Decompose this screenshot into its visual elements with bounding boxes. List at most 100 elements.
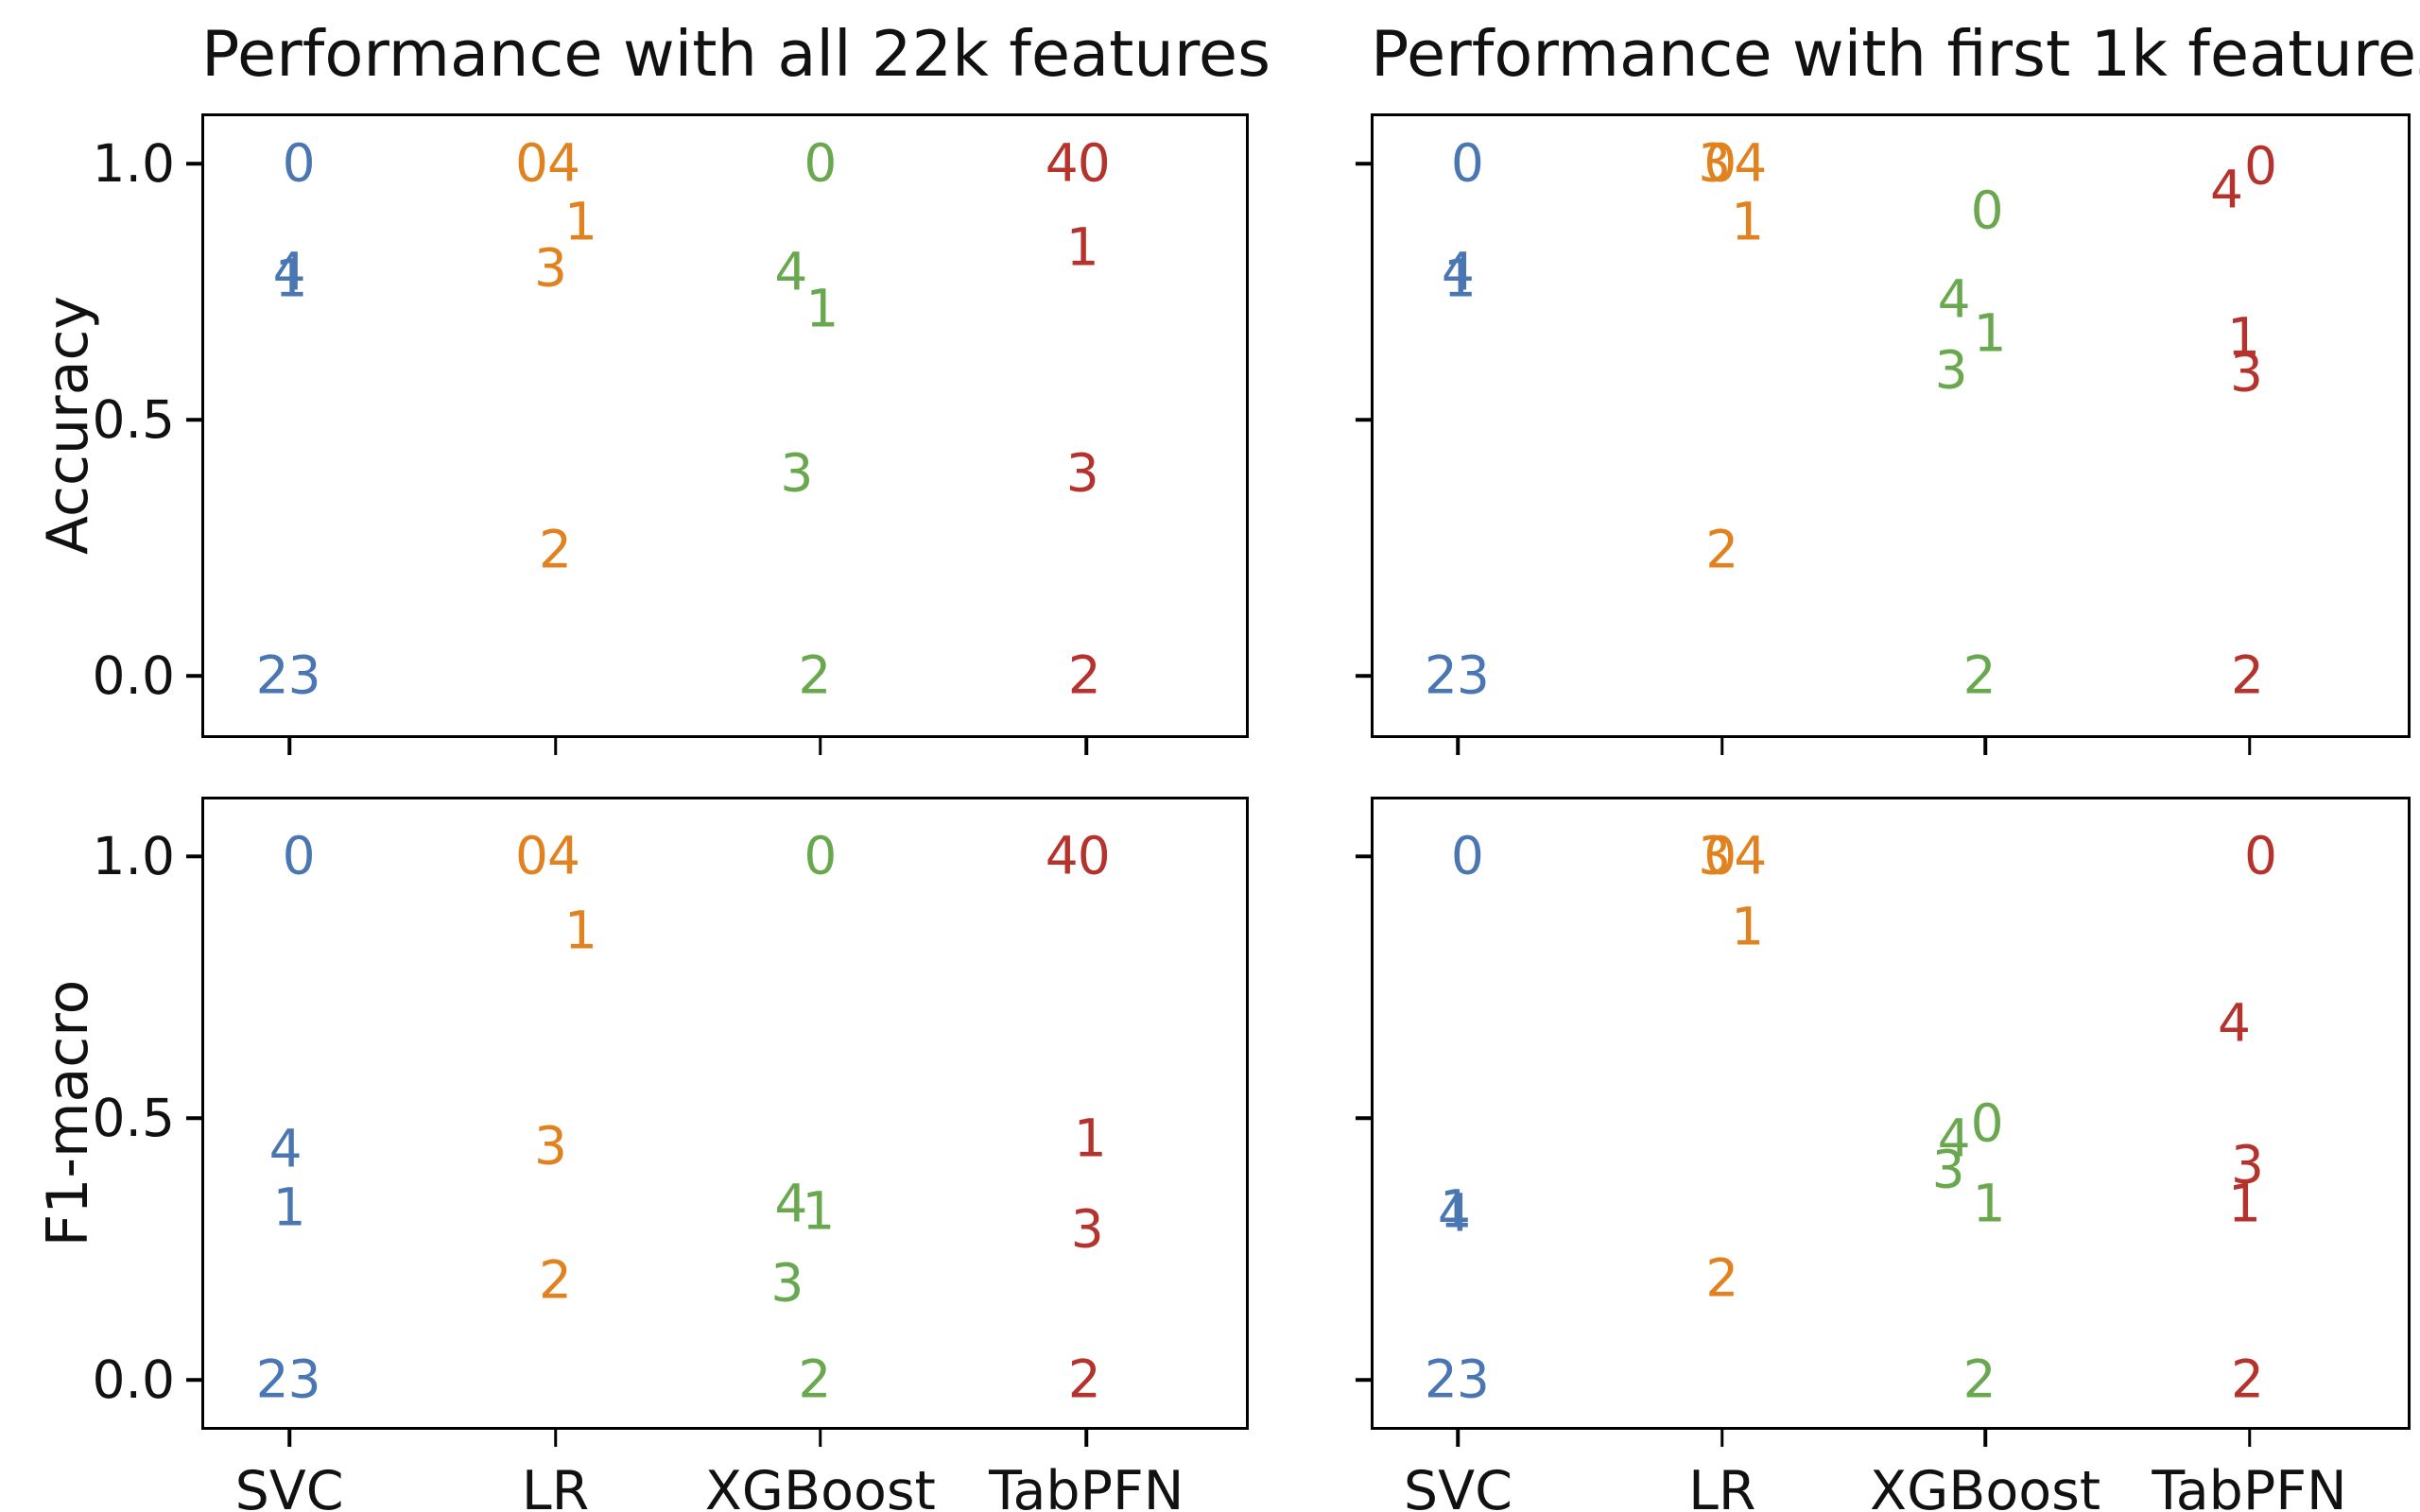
data-point-svc-dataset-4: 4 xyxy=(272,241,306,302)
x-tick-mark xyxy=(1456,1430,1461,1447)
data-point-lr-dataset-0: 0 xyxy=(1703,132,1737,194)
data-point-tabpfn-dataset-2: 2 xyxy=(1067,1349,1101,1410)
x-tick-mark xyxy=(2247,738,2252,755)
data-point-tabpfn-dataset-0: 0 xyxy=(1077,825,1111,886)
data-point-xgboost-dataset-0: 0 xyxy=(1970,1092,2004,1154)
data-point-lr-dataset-0: 0 xyxy=(1703,825,1737,886)
data-point-lr-dataset-2: 2 xyxy=(539,519,572,580)
data-point-xgboost-dataset-3: 3 xyxy=(1931,1139,1965,1200)
x-tick-label-tabpfn: TabPFN xyxy=(2152,1460,2347,1512)
y-tick-mark xyxy=(1356,854,1372,858)
y-tick-mark xyxy=(186,162,202,165)
data-point-svc-dataset-1: 1 xyxy=(274,248,308,309)
data-point-xgboost-dataset-4: 4 xyxy=(1937,1108,1971,1169)
x-tick-mark xyxy=(553,738,558,755)
y-tick-mark xyxy=(186,674,202,678)
y-tick-label: 0.0 xyxy=(92,645,175,706)
data-point-lr-dataset-3: 3 xyxy=(1698,132,1732,194)
data-point-svc-dataset-2: 2 xyxy=(1424,1349,1458,1410)
data-point-tabpfn-dataset-0: 0 xyxy=(2244,825,2277,886)
data-point-tabpfn-dataset-1: 1 xyxy=(2228,1173,2261,1234)
title-right: Performance with first 1k features xyxy=(1371,17,2420,91)
data-point-lr-dataset-3: 3 xyxy=(1698,825,1732,886)
subplot-f1-1k xyxy=(1371,797,2411,1430)
y-tick-mark xyxy=(1356,1378,1372,1382)
x-tick-mark xyxy=(287,738,291,755)
data-point-tabpfn-dataset-4: 4 xyxy=(1045,825,1079,886)
data-point-xgboost-dataset-4: 4 xyxy=(774,241,808,302)
data-point-svc-dataset-4: 4 xyxy=(1437,1182,1471,1244)
x-tick-label-xgboost: XGBoost xyxy=(1870,1460,2101,1512)
data-point-xgboost-dataset-4: 4 xyxy=(1937,268,1971,330)
x-tick-mark xyxy=(1720,738,1724,755)
y-tick-label: 1.0 xyxy=(92,133,175,194)
y-tick-mark xyxy=(186,1378,202,1382)
data-point-xgboost-dataset-3: 3 xyxy=(780,442,814,504)
data-point-lr-dataset-2: 2 xyxy=(1705,1247,1739,1309)
data-point-svc-dataset-3: 3 xyxy=(1456,644,1490,706)
data-point-lr-dataset-2: 2 xyxy=(539,1249,572,1311)
data-point-tabpfn-dataset-4: 4 xyxy=(2210,159,2243,220)
subplot-accuracy-1k xyxy=(1371,113,2411,738)
data-point-lr-dataset-3: 3 xyxy=(534,237,567,299)
data-point-lr-dataset-1: 1 xyxy=(1731,896,1765,957)
data-point-tabpfn-dataset-2: 2 xyxy=(2231,644,2264,706)
x-tick-label-lr: LR xyxy=(521,1460,590,1512)
data-point-svc-dataset-0: 0 xyxy=(282,132,316,194)
data-point-tabpfn-dataset-4: 4 xyxy=(2218,992,2251,1054)
data-point-tabpfn-dataset-1: 1 xyxy=(1065,216,1099,278)
data-point-tabpfn-dataset-2: 2 xyxy=(2231,1349,2264,1410)
data-point-svc-dataset-2: 2 xyxy=(255,644,289,706)
y-tick-label: 0.0 xyxy=(92,1349,175,1410)
x-tick-mark xyxy=(1983,1430,1987,1447)
x-tick-label-svc: SVC xyxy=(234,1460,344,1512)
y-tick-label: 1.0 xyxy=(92,826,175,886)
y-tick-mark xyxy=(1356,1116,1372,1120)
data-point-xgboost-dataset-3: 3 xyxy=(770,1252,804,1313)
data-point-xgboost-dataset-4: 4 xyxy=(774,1173,808,1234)
x-tick-mark xyxy=(287,1430,291,1447)
x-tick-label-xgboost: XGBoost xyxy=(704,1460,936,1512)
subplot-accuracy-22k xyxy=(201,113,1249,738)
y-tick-mark xyxy=(186,1116,202,1120)
x-tick-mark xyxy=(1720,1430,1724,1447)
data-point-lr-dataset-4: 4 xyxy=(547,825,580,886)
y-tick-mark xyxy=(186,418,202,421)
data-point-lr-dataset-1: 1 xyxy=(1731,191,1765,252)
data-point-lr-dataset-1: 1 xyxy=(564,191,597,252)
x-tick-mark xyxy=(1983,738,1987,755)
data-point-svc-dataset-2: 2 xyxy=(1424,644,1458,706)
data-point-lr-dataset-0: 0 xyxy=(515,132,548,194)
x-tick-mark xyxy=(2247,1430,2252,1447)
data-point-xgboost-dataset-1: 1 xyxy=(802,1180,836,1242)
data-point-svc-dataset-1: 1 xyxy=(272,1177,306,1238)
data-point-lr-dataset-4: 4 xyxy=(547,132,580,194)
data-point-svc-dataset-3: 3 xyxy=(287,644,321,706)
data-point-svc-dataset-1: 1 xyxy=(1439,1178,1473,1240)
x-tick-label-lr: LR xyxy=(1688,1460,1756,1512)
data-point-xgboost-dataset-3: 3 xyxy=(1934,339,1968,401)
data-point-lr-dataset-0: 0 xyxy=(515,825,548,886)
x-tick-mark xyxy=(553,1430,558,1447)
data-point-xgboost-dataset-2: 2 xyxy=(798,1349,832,1410)
data-point-svc-dataset-3: 3 xyxy=(287,1349,321,1410)
data-point-lr-dataset-3: 3 xyxy=(534,1115,567,1177)
data-point-svc-dataset-4: 4 xyxy=(1441,241,1475,302)
data-point-xgboost-dataset-1: 1 xyxy=(805,278,839,339)
data-point-lr-dataset-1: 1 xyxy=(564,900,597,961)
y-tick-label: 0.5 xyxy=(92,389,175,450)
data-point-svc-dataset-4: 4 xyxy=(268,1118,302,1179)
data-point-svc-dataset-0: 0 xyxy=(282,825,316,886)
x-tick-mark xyxy=(819,738,822,755)
data-point-xgboost-dataset-2: 2 xyxy=(798,644,832,706)
subplot-f1-22k xyxy=(201,797,1249,1430)
data-point-tabpfn-dataset-3: 3 xyxy=(2230,342,2263,404)
data-point-tabpfn-dataset-0: 0 xyxy=(1077,132,1111,194)
y-tick-mark xyxy=(186,854,202,858)
data-point-tabpfn-dataset-1: 1 xyxy=(1073,1108,1107,1169)
y-tick-label: 0.5 xyxy=(92,1088,175,1148)
data-point-svc-dataset-0: 0 xyxy=(1450,825,1484,886)
data-point-svc-dataset-1: 1 xyxy=(1443,248,1477,309)
y-tick-mark xyxy=(1356,674,1372,678)
